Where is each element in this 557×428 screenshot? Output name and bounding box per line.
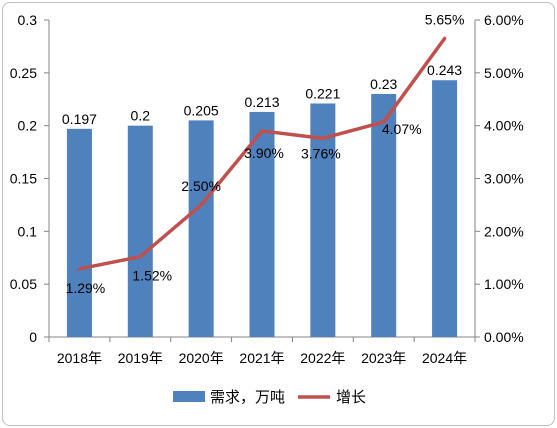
line-data-label: 5.65%	[425, 11, 465, 27]
line-data-label: 1.29%	[66, 280, 106, 296]
y-left-tick-label: 0.3	[18, 12, 38, 28]
legend-label-bar: 需求，万吨	[210, 389, 285, 406]
bar-series	[66, 80, 458, 338]
x-tick-label: 2023年	[361, 350, 406, 366]
bar	[249, 111, 275, 338]
bar-data-label: 0.221	[305, 85, 340, 101]
line-data-label: 3.76%	[301, 145, 341, 161]
legend-label-line: 增长	[336, 389, 366, 406]
y-right-tick-label: 2.00%	[484, 223, 524, 239]
y-left-tick-label: 0.2	[18, 118, 38, 134]
bar-data-label: 0.243	[427, 62, 462, 78]
data-labels: 0.197 0.2 0.205 0.213 0.221 0.23 0.243 1.29% 1.5…	[62, 11, 465, 295]
line-data-label: 3.90%	[244, 145, 284, 161]
y-left-tick-label: 0.1	[18, 223, 38, 239]
x-tick-label: 2024年	[422, 350, 467, 366]
bar-data-label: 0.213	[244, 94, 279, 110]
y-right-tick-label: 6.00%	[484, 12, 524, 28]
y-right-tick-label: 4.00%	[484, 118, 524, 134]
bar	[432, 80, 458, 337]
y-right-tick-label: 3.00%	[484, 171, 524, 187]
x-tick-label: 2021年	[239, 350, 284, 366]
y-right-tick-label: 0.00%	[484, 329, 524, 345]
line-series	[77, 36, 447, 271]
bar	[188, 120, 214, 337]
x-tick-label: 2020年	[179, 350, 224, 366]
bar-data-label: 0.205	[184, 102, 219, 118]
bar	[66, 128, 92, 337]
legend-swatch-bar	[173, 391, 205, 402]
y-left-tick-label: 0.15	[10, 171, 37, 187]
y-left-tick-label: 0	[29, 329, 37, 345]
y-left-tick-label: 0.05	[10, 276, 37, 292]
bar	[371, 93, 397, 337]
bar-data-label: 0.197	[62, 111, 97, 127]
axes: 0 0.05 0.1 0.15 0.2 0.25 0.3 0.00% 1.00% 2.00% 3.0…	[10, 12, 524, 366]
bar-data-label: 0.2	[131, 108, 151, 124]
line-data-label: 1.52%	[132, 268, 172, 284]
x-tick-label: 2018年	[57, 350, 102, 366]
x-tick-label: 2019年	[118, 350, 163, 366]
y-right-tick-label: 5.00%	[484, 65, 524, 81]
bar	[310, 103, 336, 337]
y-left-tick-label: 0.25	[10, 65, 37, 81]
y-right-tick-label: 1.00%	[484, 276, 524, 292]
x-tick-label: 2022年	[300, 350, 345, 366]
line-data-label: 2.50%	[181, 178, 221, 194]
legend: 需求，万吨 增长	[173, 389, 366, 406]
line-path	[77, 36, 447, 271]
bar-data-label: 0.23	[370, 76, 397, 92]
bar	[127, 125, 153, 338]
line-data-label: 4.07%	[382, 121, 422, 137]
